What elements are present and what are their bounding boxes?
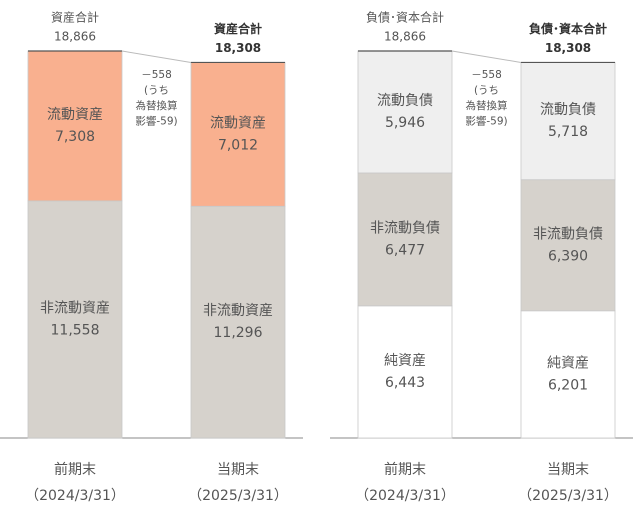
annotation: 影響-59) [135, 115, 177, 128]
total-label: 資産合計 [214, 21, 262, 36]
total-value: 18,308 [215, 41, 261, 55]
annotation: 為替換算 [136, 99, 178, 112]
segment-name: 流動負債 [540, 102, 596, 118]
annotation: (うち [474, 85, 499, 97]
category-date: （2024/3/31） [25, 488, 125, 504]
segment-name: 非流動資産 [40, 300, 110, 316]
annotation: (うち [144, 85, 169, 97]
segment-value: 5,718 [548, 124, 588, 140]
segment-name: 純資産 [384, 353, 426, 369]
total-label: 負債･資本合計 [366, 10, 444, 25]
segment-name: 流動負債 [377, 93, 433, 109]
connector [451, 50, 522, 63]
category-label: 当期末 [547, 462, 589, 478]
bar-segment [357, 305, 453, 439]
bar-segment [190, 205, 286, 439]
bar-segment [27, 50, 123, 202]
category-label: 前期末 [54, 461, 96, 478]
annotation: －558 [141, 69, 172, 81]
segment-value: 7,308 [55, 129, 95, 145]
segment-value: 6,201 [548, 377, 588, 393]
segment-name: 純資産 [547, 355, 589, 371]
annotation: －558 [471, 69, 502, 81]
bar-segment [357, 50, 453, 174]
bar-segment [520, 310, 616, 439]
category-date: （2024/3/31） [355, 488, 455, 504]
segment-value: 11,296 [214, 325, 263, 341]
category-date: （2025/3/31） [518, 488, 618, 504]
bar-segment [190, 62, 286, 207]
bar-segment [357, 172, 453, 307]
segment-value: 6,443 [385, 375, 425, 391]
connector [121, 50, 192, 63]
category-date: （2025/3/31） [188, 488, 288, 504]
bar-segment [27, 200, 123, 439]
segment-value: 6,390 [548, 248, 588, 264]
segment-value: 11,558 [51, 322, 100, 338]
segment-name: 流動資産 [210, 115, 266, 131]
total-label: 負債･資本合計 [529, 21, 607, 36]
total-value: 18,308 [545, 41, 591, 55]
segment-value: 7,012 [218, 137, 258, 153]
segment-name: 非流動資産 [203, 303, 273, 319]
segment-value: 6,477 [385, 242, 425, 258]
bar-segment [520, 179, 616, 312]
category-label: 前期末 [384, 461, 426, 478]
segment-name: 非流動負債 [533, 226, 603, 242]
annotation: 影響-59) [465, 115, 507, 128]
annotation: 為替換算 [466, 99, 508, 112]
segment-name: 非流動負債 [370, 220, 440, 236]
category-label: 当期末 [217, 462, 259, 478]
segment-name: 流動資産 [47, 107, 103, 123]
total-label: 資産合計 [51, 10, 99, 25]
bar-segment [520, 62, 616, 181]
total-value: 18,866 [54, 30, 96, 44]
segment-value: 5,946 [385, 115, 425, 131]
total-value: 18,866 [384, 30, 426, 44]
